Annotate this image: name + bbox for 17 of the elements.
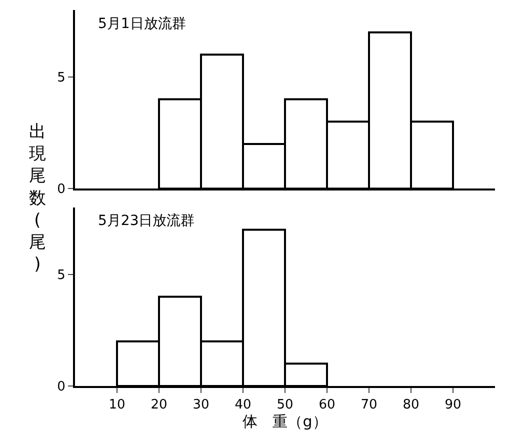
y-tick-label: 5 (57, 268, 66, 283)
x-tick-label: 30 (192, 398, 210, 413)
y-axis-title: 出現尾数(尾) (29, 122, 46, 275)
x-tick-label: 50 (276, 398, 294, 413)
text: 5月1日放流群 (98, 16, 186, 32)
y-tick-label: 0 (57, 380, 66, 395)
x-tick-label: 10 (108, 398, 126, 413)
y-tick-label: 5 (57, 70, 66, 86)
text: 5月23日放流群 (98, 213, 195, 229)
x-tick-label: 70 (360, 398, 378, 413)
x-axis-title: 体 重（g） (242, 412, 328, 431)
x-tick-label: 90 (444, 398, 462, 413)
x-tick-label: 60 (318, 398, 336, 413)
x-tick-label: 20 (150, 398, 168, 413)
y-tick-label: 0 (57, 182, 66, 198)
x-tick-label: 80 (402, 398, 420, 413)
x-tick-label: 40 (234, 398, 252, 413)
